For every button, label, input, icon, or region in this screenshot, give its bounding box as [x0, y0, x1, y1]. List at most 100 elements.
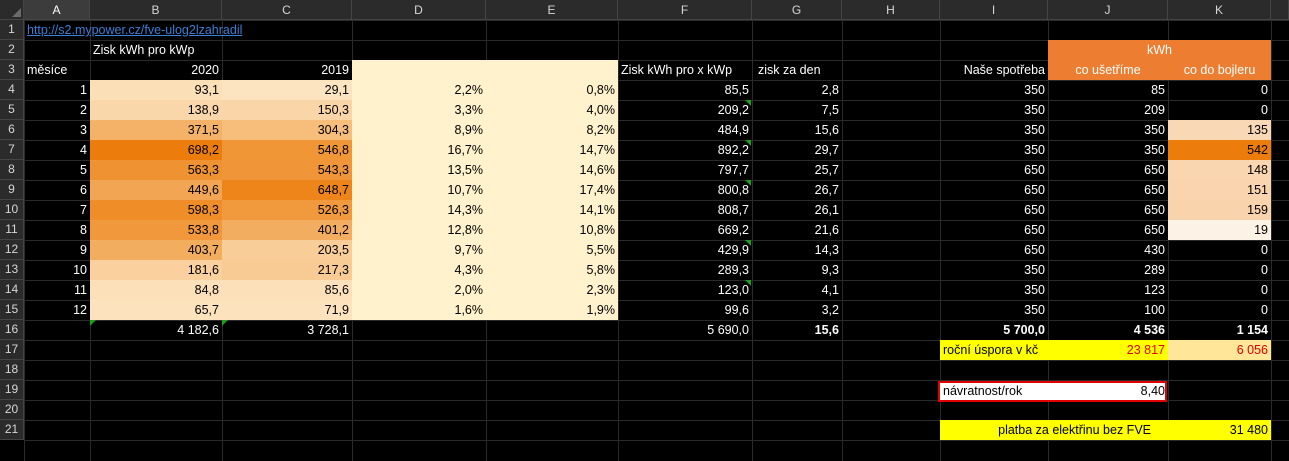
gain-2020[interactable]: 93,1 — [90, 80, 222, 100]
boiler-kwh[interactable]: 542 — [1168, 140, 1271, 160]
gain-2020[interactable]: 84,8 — [90, 280, 222, 300]
comment-indicator[interactable] — [90, 320, 96, 326]
column-header-j[interactable]: J — [1048, 0, 1168, 20]
consumption[interactable]: 350 — [1024, 303, 1045, 317]
gain-2020[interactable]: 533,8 — [90, 220, 222, 240]
column-header-g[interactable]: G — [752, 0, 842, 20]
gain-2020[interactable]: 403,7 — [90, 240, 222, 260]
comment-indicator[interactable] — [745, 140, 751, 146]
gain-per-day[interactable]: 21,6 — [814, 223, 839, 237]
month-number[interactable]: 2 — [80, 103, 87, 117]
consumption[interactable]: 650 — [1024, 183, 1045, 197]
share-2019[interactable]: 1,9% — [486, 300, 618, 320]
row-header-14[interactable]: 14 — [0, 280, 24, 300]
gain-x-kwp[interactable]: 797,7 — [717, 163, 749, 177]
row-header-5[interactable]: 5 — [0, 100, 24, 120]
consumption[interactable]: 350 — [1024, 103, 1045, 117]
cell-grid[interactable] — [24, 20, 1289, 461]
gain-2019[interactable]: 546,8 — [222, 140, 352, 160]
gain-2020[interactable]: 563,3 — [90, 160, 222, 180]
boiler-kwh[interactable]: 148 — [1168, 160, 1271, 180]
navratnost-label[interactable]: návratnost/rok — [943, 384, 1023, 398]
boiler-kwh[interactable]: 19 — [1168, 220, 1271, 240]
month-number[interactable]: 12 — [73, 303, 87, 317]
gain-per-day[interactable]: 3,2 — [821, 303, 839, 317]
savings-kwh[interactable]: 650 — [1144, 223, 1165, 237]
gain-x-kwp[interactable]: 800,8 — [717, 183, 749, 197]
savings-kwh[interactable]: 100 — [1144, 303, 1165, 317]
boiler-kwh[interactable]: 0 — [1261, 103, 1268, 117]
gain-x-kwp[interactable]: 289,3 — [717, 263, 749, 277]
total-2019[interactable]: 3 728,1 — [307, 323, 349, 337]
row-header-1[interactable]: 1 — [0, 20, 24, 40]
row-header-12[interactable]: 12 — [0, 240, 24, 260]
savings-kwh[interactable]: 650 — [1144, 163, 1165, 177]
row-header-10[interactable]: 10 — [0, 200, 24, 220]
month-number[interactable]: 4 — [80, 143, 87, 157]
savings-kwh[interactable]: 650 — [1144, 203, 1165, 217]
gain-2020[interactable]: 138,9 — [90, 100, 222, 120]
gain-2020[interactable]: 698,2 — [90, 140, 222, 160]
row-header-3[interactable]: 3 — [0, 60, 24, 80]
gain-2019[interactable]: 217,3 — [222, 260, 352, 280]
consumption[interactable]: 350 — [1024, 283, 1045, 297]
share-2020[interactable]: 10,7% — [352, 180, 486, 200]
month-number[interactable]: 7 — [80, 203, 87, 217]
gain-2019[interactable]: 543,3 — [222, 160, 352, 180]
platba-label[interactable]: platba za elektřinu bez FVE — [998, 423, 1151, 437]
consumption[interactable]: 350 — [1024, 123, 1045, 137]
month-number[interactable]: 5 — [80, 163, 87, 177]
consumption[interactable]: 650 — [1024, 223, 1045, 237]
row-header-4[interactable]: 4 — [0, 80, 24, 100]
share-2020[interactable]: 2,0% — [352, 280, 486, 300]
navratnost-value[interactable]: 8,40 — [1140, 384, 1165, 398]
boiler-kwh[interactable]: 0 — [1261, 243, 1268, 257]
gain-2019[interactable]: 29,1 — [222, 80, 352, 100]
boiler-kwh[interactable]: 135 — [1168, 120, 1271, 140]
header-co-usetrime[interactable]: co ušetříme — [1075, 63, 1141, 77]
gain-2019[interactable]: 401,2 — [222, 220, 352, 240]
share-2020[interactable]: 4,3% — [352, 260, 486, 280]
link-mypower[interactable]: http://s2.mypower.cz/fve-ulog2lzahradil — [27, 23, 243, 37]
gain-per-day[interactable]: 2,8 — [821, 83, 839, 97]
month-number[interactable]: 8 — [80, 223, 87, 237]
row-header-2[interactable]: 2 — [0, 40, 24, 60]
gain-2019[interactable]: 85,6 — [222, 280, 352, 300]
share-2019[interactable]: 2,3% — [486, 280, 618, 300]
month-number[interactable]: 10 — [73, 263, 87, 277]
row-header-6[interactable]: 6 — [0, 120, 24, 140]
month-number[interactable]: 3 — [80, 123, 87, 137]
comment-indicator[interactable] — [745, 100, 751, 106]
savings-kwh[interactable]: 350 — [1144, 143, 1165, 157]
gain-2019[interactable]: 648,7 — [222, 180, 352, 200]
consumption[interactable]: 350 — [1024, 263, 1045, 277]
column-header-d[interactable]: D — [352, 0, 486, 20]
month-number[interactable]: 1 — [80, 83, 87, 97]
row-header-17[interactable]: 17 — [0, 340, 24, 360]
share-2020[interactable]: 12,8% — [352, 220, 486, 240]
share-2020[interactable]: 2,2% — [352, 80, 486, 100]
gain-x-kwp[interactable]: 429,9 — [717, 243, 749, 257]
header-kwh[interactable]: kWh — [1147, 43, 1172, 57]
savings-kwh[interactable]: 289 — [1144, 263, 1165, 277]
savings-kwh[interactable]: 85 — [1151, 83, 1165, 97]
boiler-kwh[interactable]: 0 — [1261, 83, 1268, 97]
share-2020[interactable]: 8,9% — [352, 120, 486, 140]
share-2020[interactable]: 3,3% — [352, 100, 486, 120]
gain-x-kwp[interactable]: 892,2 — [717, 143, 749, 157]
share-2020[interactable]: 13,5% — [352, 160, 486, 180]
column-header-f[interactable]: F — [618, 0, 752, 20]
gain-x-kwp[interactable]: 209,2 — [717, 103, 749, 117]
consumption[interactable]: 350 — [1024, 83, 1045, 97]
month-number[interactable]: 6 — [80, 183, 87, 197]
row-header-21[interactable]: 21 — [0, 420, 24, 440]
gain-per-day[interactable]: 15,6 — [814, 123, 839, 137]
share-2019[interactable]: 10,8% — [486, 220, 618, 240]
savings-kwh[interactable]: 123 — [1144, 283, 1165, 297]
header-co-do-bojleru[interactable]: co do bojleru — [1183, 63, 1256, 77]
gain-x-kwp[interactable]: 85,5 — [724, 83, 749, 97]
gain-2020[interactable]: 65,7 — [90, 300, 222, 320]
column-header-e[interactable]: E — [486, 0, 618, 20]
gain-2020[interactable]: 449,6 — [90, 180, 222, 200]
column-header-c[interactable]: C — [222, 0, 352, 20]
